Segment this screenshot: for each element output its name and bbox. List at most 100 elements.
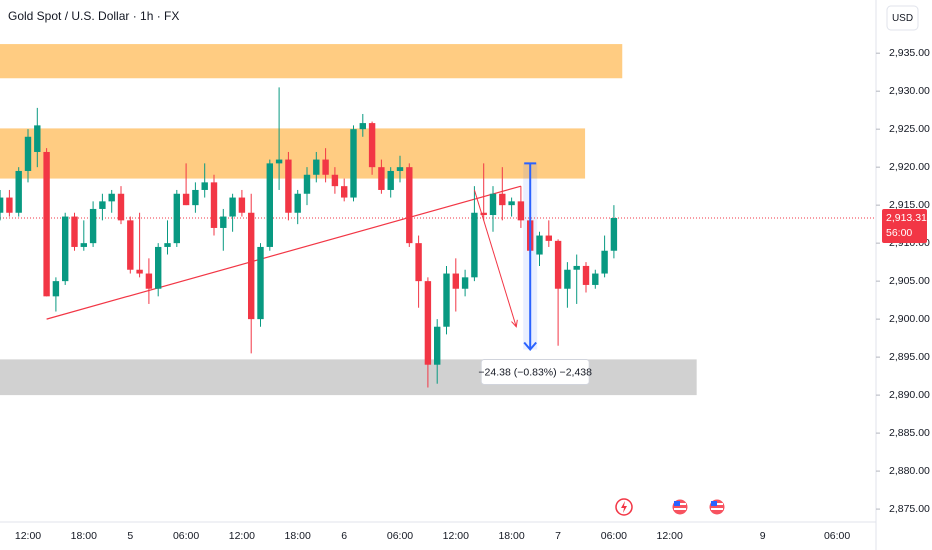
x-tick-label: 06:00 xyxy=(601,530,627,542)
candle-body xyxy=(248,212,255,320)
x-tick-label: 18:00 xyxy=(285,530,311,542)
event-icon-bolt xyxy=(621,501,627,513)
x-tick-label: 06:00 xyxy=(824,530,850,542)
candle-body xyxy=(303,174,311,194)
y-tick-label: 2,900.00 xyxy=(889,313,930,325)
candle-body xyxy=(350,129,357,198)
candle-body xyxy=(573,265,580,270)
flag-canton xyxy=(711,501,717,506)
candle-body xyxy=(155,246,162,289)
flag-canton xyxy=(674,501,680,506)
candle-body xyxy=(266,163,273,247)
candle-body xyxy=(164,243,171,247)
x-tick-label: 12:00 xyxy=(657,530,683,542)
candle-body xyxy=(62,216,69,282)
candle-body xyxy=(24,136,32,171)
candle-body xyxy=(461,277,469,289)
zone xyxy=(0,128,586,179)
candle-body xyxy=(173,193,180,244)
x-tick-label: 06:00 xyxy=(173,530,199,542)
y-tick-label: 2,890.00 xyxy=(889,389,930,401)
candle-body xyxy=(592,273,599,285)
y-tick-label: 2,925.00 xyxy=(889,123,930,135)
candle-body xyxy=(415,243,422,282)
candle-body xyxy=(220,216,227,228)
candle-body xyxy=(201,182,208,190)
last-price-label: 2,913.31 xyxy=(886,212,927,224)
y-tick-label: 2,880.00 xyxy=(889,465,930,477)
currency-button[interactable] xyxy=(886,5,919,31)
y-tick-label: 2,930.00 xyxy=(889,85,930,97)
candle-body xyxy=(313,159,320,175)
plot-area: −24.38 (−0.83%) −2,438 xyxy=(0,44,876,396)
chart-title: Gold Spot / U.S. Dollar · 1h · FX xyxy=(8,9,179,23)
candle-body xyxy=(322,159,329,175)
candle-body xyxy=(238,197,246,213)
candle-body xyxy=(536,235,543,255)
x-tick-label: 18:00 xyxy=(71,530,97,542)
flag-stripe xyxy=(674,508,686,510)
zone xyxy=(0,359,697,396)
candle-body xyxy=(387,170,394,190)
candle-body xyxy=(182,193,190,206)
candle-body xyxy=(294,193,301,213)
candle-body xyxy=(545,235,552,241)
candle-body xyxy=(489,193,497,216)
candle-body xyxy=(331,174,339,187)
candle-body xyxy=(471,212,478,278)
candle-body xyxy=(99,201,106,209)
currency[interactable]: USD xyxy=(892,13,913,24)
x-tick-label: 12:00 xyxy=(443,530,469,542)
candle-body xyxy=(89,208,97,244)
x-tick-label: 5 xyxy=(127,530,133,542)
candle-body xyxy=(582,265,590,285)
y-tick-label: 2,885.00 xyxy=(889,427,930,439)
y-tick-label: 2,875.00 xyxy=(889,503,930,515)
candle-body xyxy=(43,151,50,297)
candle-body xyxy=(136,269,143,274)
y-tick-label: 2,920.00 xyxy=(889,161,930,173)
zone xyxy=(0,44,623,79)
last-price-tag xyxy=(882,208,927,243)
candle-body xyxy=(443,273,450,327)
candle-body xyxy=(554,240,562,289)
candle-body xyxy=(434,326,441,365)
y-tick-label: 2,905.00 xyxy=(889,275,930,287)
candle-body xyxy=(499,193,506,206)
candle-body xyxy=(396,167,404,171)
y-tick-label: 2,895.00 xyxy=(889,351,930,363)
candle-body xyxy=(508,201,515,206)
y-tick-label: 2,935.00 xyxy=(889,47,930,59)
candle-body xyxy=(601,250,608,274)
candle-body xyxy=(229,197,236,217)
x-tick-label: 18:00 xyxy=(498,530,524,542)
candle-body xyxy=(424,281,432,365)
flag-stripe xyxy=(711,508,723,510)
candle-body xyxy=(359,123,366,130)
candle-body xyxy=(275,159,283,164)
candle-body xyxy=(34,125,41,152)
candle-body xyxy=(6,197,13,213)
candle-body xyxy=(192,189,199,206)
candle-body xyxy=(15,170,22,213)
candle-body xyxy=(210,182,218,228)
candle-body xyxy=(368,123,376,168)
x-tick-label: 12:00 xyxy=(15,530,41,542)
candle-body xyxy=(52,281,60,297)
x-tick-label: 7 xyxy=(555,530,561,542)
arrow-head xyxy=(511,319,518,328)
candle-body xyxy=(127,220,134,270)
candle-body xyxy=(108,193,115,202)
candle-body xyxy=(610,217,618,251)
x-tick-label: 12:00 xyxy=(229,530,255,542)
candle-body xyxy=(145,273,153,289)
candle-body xyxy=(452,273,459,289)
measure-label: −24.38 (−0.83%) −2,438 xyxy=(478,366,592,378)
x-tick-label: 06:00 xyxy=(387,530,413,542)
measure-head xyxy=(523,341,537,352)
candle-body xyxy=(0,197,4,213)
candle-body xyxy=(285,159,292,213)
candle-body xyxy=(406,167,413,244)
